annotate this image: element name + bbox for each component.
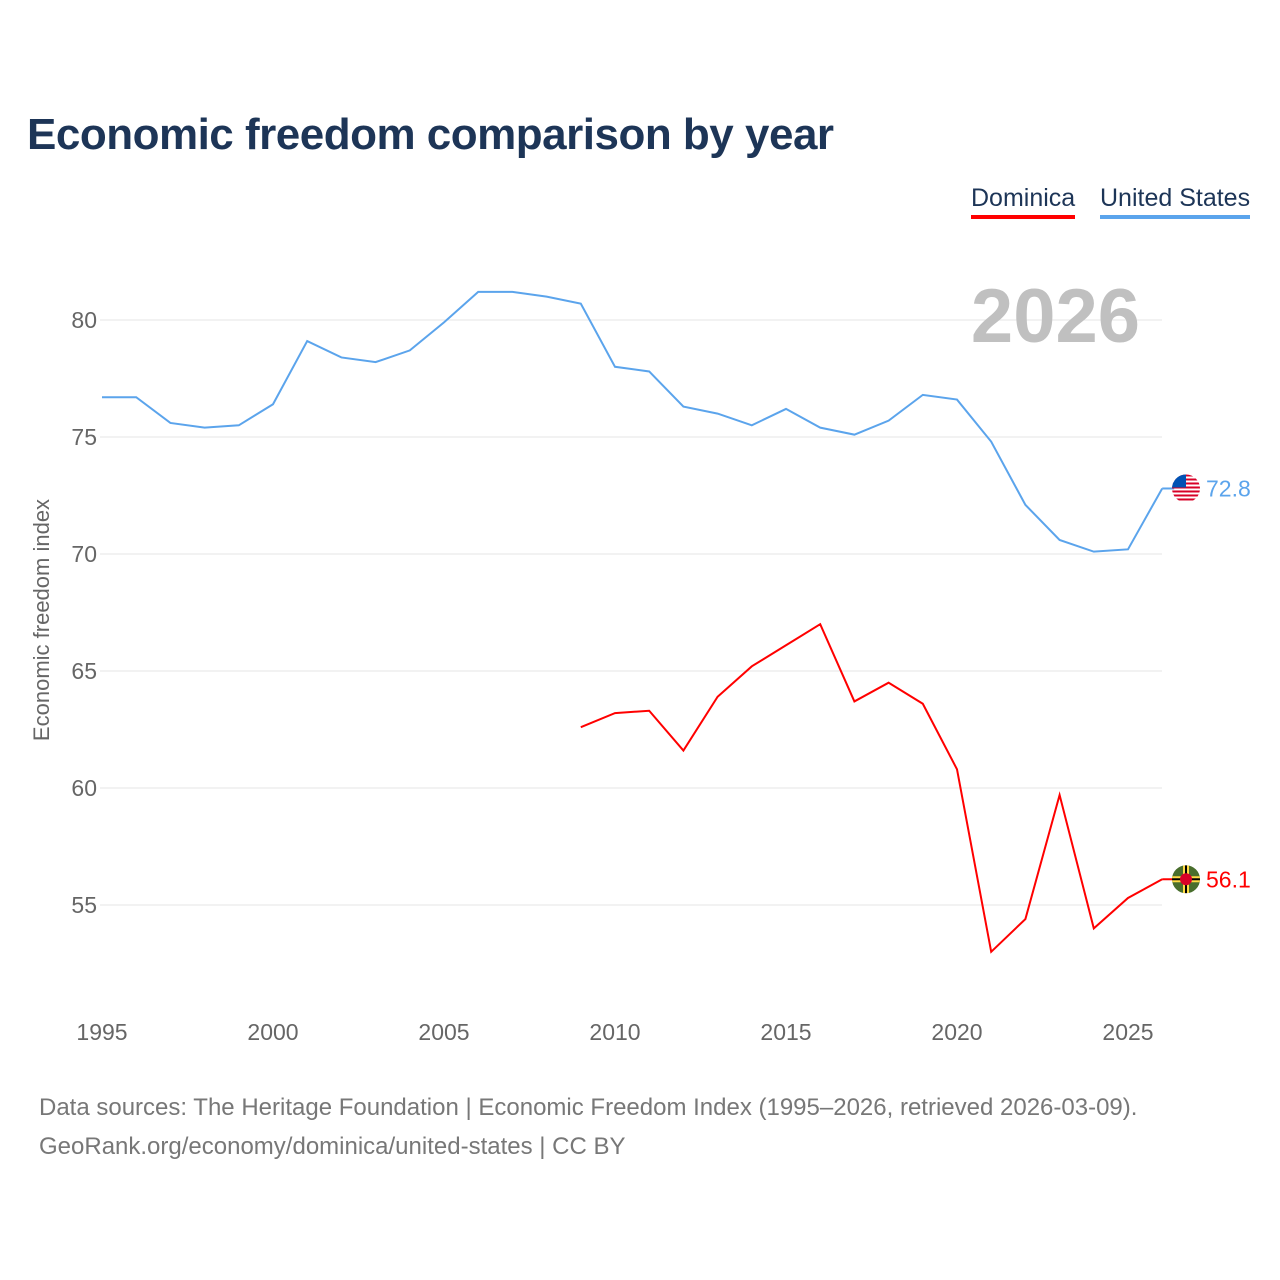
x-tick-label: 2020 — [931, 1019, 982, 1045]
y-tick-label: 80 — [71, 307, 97, 333]
x-tick-label: 2005 — [418, 1019, 469, 1045]
flag-dominica-icon — [1172, 865, 1200, 894]
source-note: Data sources: The Heritage Foundation | … — [39, 1088, 1137, 1166]
x-tick-label: 2015 — [760, 1019, 811, 1045]
source-line-2[interactable]: GeoRank.org/economy/dominica/united-stat… — [39, 1133, 626, 1160]
end-value-label-dominica: 56.1 — [1206, 866, 1251, 892]
x-tick-label: 2010 — [589, 1019, 640, 1045]
series-line-united-states — [102, 290, 1164, 553]
end-value-label-united-states: 72.8 — [1206, 475, 1251, 501]
x-tick-label: 2025 — [1102, 1019, 1153, 1045]
chart-title: Economic freedom comparison by year — [27, 110, 834, 159]
series-line-dominica — [580, 622, 1163, 954]
legend-item-dominica[interactable]: Dominica — [971, 184, 1076, 219]
flag-united-states-icon — [1172, 474, 1200, 501]
x-tick-label: 2000 — [247, 1019, 298, 1045]
y-tick-label: 60 — [71, 775, 97, 801]
source-line-1: Data sources: The Heritage Foundation | … — [39, 1094, 1138, 1121]
y-tick-label: 65 — [71, 658, 97, 684]
x-tick-label: 1995 — [76, 1019, 127, 1045]
legend-item-united-states[interactable]: United States — [1100, 184, 1251, 219]
y-tick-label: 70 — [71, 541, 97, 567]
y-tick-label: 55 — [71, 892, 97, 918]
year-watermark: 2026 — [971, 274, 1140, 359]
y-tick-label: 75 — [71, 424, 97, 450]
